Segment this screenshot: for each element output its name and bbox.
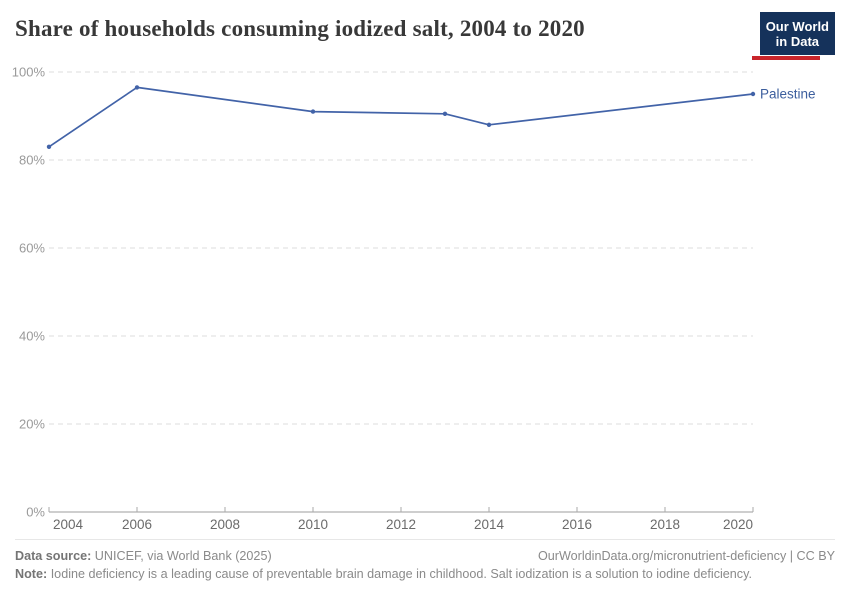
x-tick-label-2004: 2004: [53, 517, 84, 532]
y-tick-label-20%: 20%: [19, 417, 45, 432]
y-tick-label-40%: 40%: [19, 329, 45, 344]
x-tick-label-2008: 2008: [210, 517, 240, 532]
x-tick-label-2006: 2006: [122, 517, 152, 532]
data-source-text: UNICEF, via World Bank (2025): [94, 549, 272, 563]
data-point-Palestine-2004[interactable]: [46, 144, 52, 149]
x-tick-label-2012: 2012: [386, 517, 416, 532]
note-text: Iodine deficiency is a leading cause of …: [50, 567, 752, 582]
chart-canvas[interactable]: 0% 20% 40% 60% 80% 100% 2004 2006 2008 2010 2012 20…: [0, 0, 850, 540]
entity-label-Palestine[interactable]: Palestine: [760, 87, 816, 102]
x-tick-label-2014: 2014: [474, 517, 505, 532]
chart-footer: Data source: UNICEF, via World Bank (202…: [15, 539, 835, 584]
x-tick-label-2020: 2020: [723, 517, 753, 532]
x-tick-label-2016: 2016: [562, 517, 592, 532]
y-tick-label-100%: 100%: [12, 65, 46, 80]
x-tick-label-2018: 2018: [650, 517, 680, 532]
data-source-label: Data source:: [15, 549, 92, 563]
data-point-Palestine-2010[interactable]: [310, 109, 316, 114]
attribution-text: OurWorldinData.org/micronutrient-deficie…: [538, 549, 835, 563]
data-point-Palestine-2006[interactable]: [134, 85, 140, 90]
data-point-Palestine-2013[interactable]: [442, 111, 448, 117]
data-source-line: Data source: UNICEF, via World Bank (202…: [15, 547, 272, 565]
data-point-Palestine-2020[interactable]: [750, 91, 756, 97]
x-tick-label-2010: 2010: [298, 517, 328, 532]
y-tick-label-80%: 80%: [19, 153, 45, 168]
y-tick-label-0%: 0%: [26, 505, 45, 520]
note-line: Note: Iodine deficiency is a leading cau…: [15, 565, 835, 583]
data-point-Palestine-2014[interactable]: [486, 122, 492, 128]
y-tick-label-60%: 60%: [19, 241, 45, 256]
series-line-Palestine: [48, 86, 754, 148]
note-label: Note:: [15, 567, 48, 582]
